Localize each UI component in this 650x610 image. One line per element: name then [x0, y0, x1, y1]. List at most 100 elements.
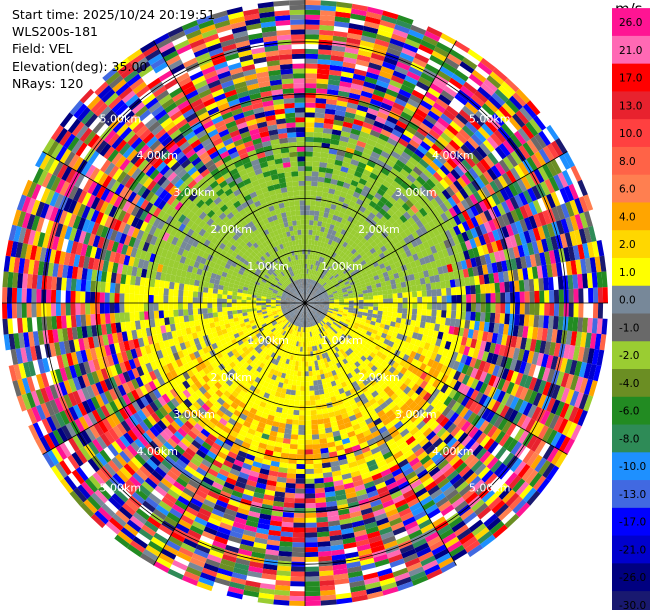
radar-gate — [348, 292, 354, 297]
radar-gate — [379, 336, 386, 343]
radar-gate — [427, 268, 435, 277]
radar-gate — [126, 544, 143, 558]
radar-gate — [526, 242, 535, 256]
radar-gate — [403, 228, 412, 237]
radar-gate — [255, 410, 263, 418]
radar-gate — [391, 416, 401, 426]
radar-gate — [376, 286, 383, 292]
radar-gate — [230, 338, 238, 345]
radar-gate — [254, 487, 266, 495]
radar-gate — [365, 330, 372, 337]
radar-gate — [332, 430, 341, 437]
radar-gate — [260, 385, 268, 393]
radar-gate — [321, 289, 327, 294]
radar-gate — [238, 471, 250, 480]
radar-gate — [546, 368, 556, 384]
radar-gate — [403, 147, 415, 157]
radar-gate — [329, 299, 335, 302]
radar-gate — [333, 374, 339, 381]
radar-gate — [312, 330, 316, 337]
radar-gate — [546, 264, 553, 278]
radar-gate — [323, 283, 328, 288]
radar-gate — [446, 53, 463, 66]
radar-gate — [201, 567, 218, 578]
radar-gate — [457, 212, 467, 224]
radar-gate — [528, 215, 538, 230]
radar-gate — [342, 61, 356, 69]
radar-gate — [308, 305, 313, 310]
radar-gate — [407, 121, 420, 131]
radar-gate — [408, 325, 415, 333]
radar-gate — [413, 352, 422, 361]
radar-gate — [347, 410, 355, 418]
radar-gate — [326, 260, 332, 267]
radar-gate — [310, 409, 317, 416]
radar-gate — [444, 256, 452, 266]
radar-gate — [282, 330, 287, 336]
radar-gate — [482, 197, 493, 210]
radar-gate — [321, 247, 327, 253]
radar-gate — [344, 551, 359, 559]
radar-gate — [307, 312, 309, 318]
radar-gate — [366, 459, 377, 468]
radar-gate — [298, 306, 302, 311]
radar-gate — [336, 227, 343, 234]
radar-gate — [427, 220, 437, 230]
radar-gate — [372, 146, 383, 155]
radar-gate — [329, 256, 335, 263]
radar-gate — [262, 428, 271, 436]
radar-gate — [457, 446, 469, 459]
radar-gate — [544, 341, 552, 355]
radar-gate — [249, 407, 258, 415]
radar-gate — [243, 375, 251, 383]
radar-gate — [315, 507, 327, 513]
radar-gate — [406, 453, 418, 463]
radar-gate — [309, 390, 315, 396]
radar-gate — [327, 345, 332, 351]
radar-gate — [121, 382, 131, 394]
radar-gate — [341, 333, 347, 339]
radar-gate — [314, 210, 320, 217]
radar-gate — [404, 275, 411, 282]
radar-gate — [188, 352, 197, 361]
radar-gate — [345, 283, 351, 288]
radar-gate — [327, 311, 333, 315]
radar-gate — [316, 414, 324, 420]
radar-gate — [550, 355, 559, 371]
radar-gate — [337, 311, 343, 316]
radar-gate — [583, 378, 593, 396]
radar-gate — [256, 527, 270, 535]
radar-gate — [327, 446, 337, 453]
radar-gate — [561, 420, 573, 437]
radar-gate — [305, 576, 320, 582]
radar-gate — [514, 359, 523, 373]
radar-gate — [455, 461, 468, 474]
radar-gate — [491, 92, 506, 107]
radar-gate — [156, 376, 166, 387]
radar-gate — [229, 334, 236, 341]
radar-gate — [313, 281, 318, 287]
radar-gate — [188, 404, 198, 414]
radar-gate — [494, 88, 509, 103]
radar-gate — [415, 433, 426, 444]
radar-gate — [320, 313, 326, 318]
radar-gate — [451, 334, 458, 344]
radar-gate — [221, 442, 232, 452]
radar-gate — [453, 179, 464, 191]
radar-gate — [135, 387, 145, 399]
radar-gate — [382, 192, 392, 201]
radar-gate — [317, 266, 321, 272]
radar-gate — [292, 527, 305, 533]
radar-gate — [305, 200, 311, 206]
radar-gate — [297, 346, 301, 352]
radar-gate — [288, 399, 295, 406]
radar-gate — [496, 215, 506, 228]
radar-gate — [427, 385, 437, 395]
radar-gate — [320, 594, 337, 601]
radar-gate — [268, 324, 274, 329]
radar-gate — [523, 314, 530, 327]
radar-gate — [358, 334, 365, 341]
radar-gate — [95, 407, 107, 421]
radar-gate — [307, 283, 310, 289]
radar-gate — [339, 303, 345, 306]
